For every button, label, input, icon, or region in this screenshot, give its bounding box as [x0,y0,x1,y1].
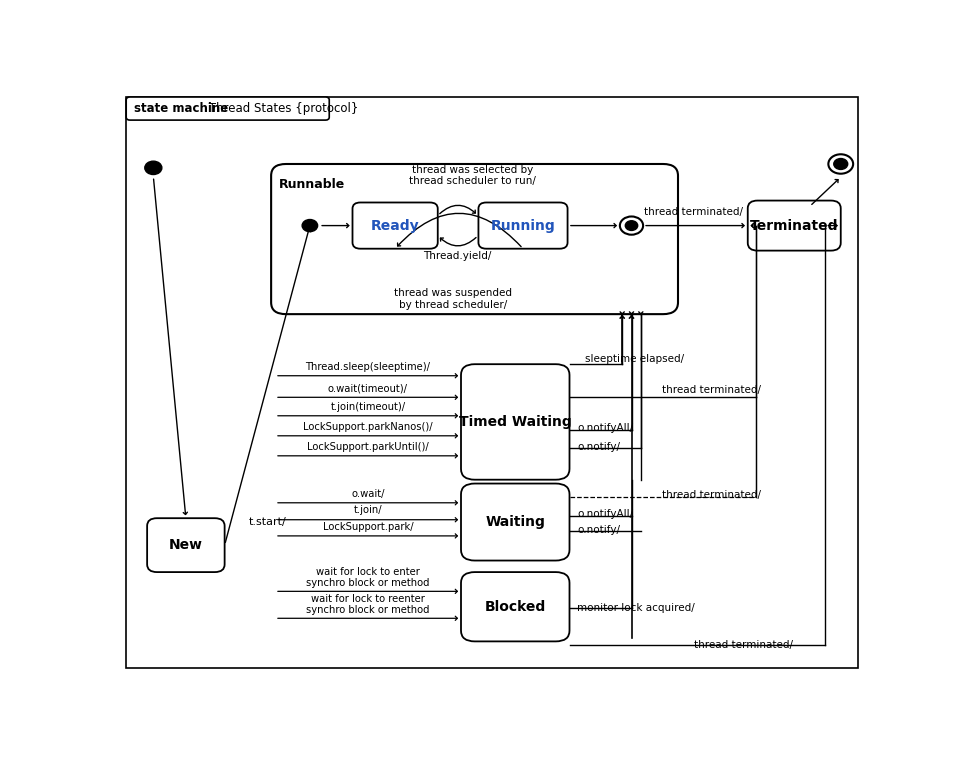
Text: Thread.yield/: Thread.yield/ [423,251,492,261]
Text: o.notifyAll/: o.notifyAll/ [577,423,634,433]
Text: Blocked: Blocked [485,600,546,614]
Text: LockSupport.parkUntil()/: LockSupport.parkUntil()/ [307,441,429,452]
Text: Runnable: Runnable [278,178,346,191]
Text: Ready: Ready [371,219,420,232]
Text: t.start/: t.start/ [249,517,286,527]
Text: o.wait/: o.wait/ [351,488,385,499]
FancyBboxPatch shape [461,364,569,480]
Circle shape [302,220,318,232]
Text: wait for lock to enter
synchro block or method: wait for lock to enter synchro block or … [306,567,430,588]
Text: LockSupport.parkNanos()/: LockSupport.parkNanos()/ [303,422,433,431]
Text: thread terminated/: thread terminated/ [644,207,743,217]
Text: t.join(timeout)/: t.join(timeout)/ [330,401,405,412]
FancyBboxPatch shape [352,202,438,249]
Text: o.notify/: o.notify/ [577,441,620,452]
Text: t.join/: t.join/ [353,506,382,516]
Circle shape [834,158,848,170]
FancyBboxPatch shape [271,164,678,314]
Text: LockSupport.park/: LockSupport.park/ [323,522,414,531]
Circle shape [145,161,162,175]
Text: monitor lock acquired/: monitor lock acquired/ [577,603,695,613]
Text: sleeptime elapsed/: sleeptime elapsed/ [585,354,684,364]
Text: thread terminated/: thread terminated/ [662,490,761,500]
Text: o.wait(timeout)/: o.wait(timeout)/ [328,383,408,393]
Text: wait for lock to reenter
synchro block or method: wait for lock to reenter synchro block o… [306,593,430,615]
Text: Terminated: Terminated [750,219,838,232]
FancyBboxPatch shape [461,572,569,641]
FancyBboxPatch shape [478,202,567,249]
Text: o.notify/: o.notify/ [577,525,620,534]
Text: thread was suspended
by thread scheduler/: thread was suspended by thread scheduler… [395,288,513,310]
Text: thread terminated/: thread terminated/ [662,385,761,394]
Text: o.notifyAll/: o.notifyAll/ [577,509,634,519]
FancyBboxPatch shape [748,201,841,251]
FancyBboxPatch shape [461,484,569,560]
Text: Running: Running [491,219,556,232]
FancyBboxPatch shape [147,519,225,572]
Text: thread terminated/: thread terminated/ [693,640,793,650]
Text: thread was selected by
thread scheduler to run/: thread was selected by thread scheduler … [409,165,536,186]
Circle shape [625,221,637,230]
Text: Timed Waiting: Timed Waiting [459,415,571,429]
Circle shape [620,217,643,235]
Text: Waiting: Waiting [486,515,545,529]
Text: Thread States {protocol}: Thread States {protocol} [205,102,359,115]
FancyBboxPatch shape [126,97,329,120]
Text: state machine: state machine [134,102,228,115]
Text: New: New [169,538,203,552]
Text: Thread.sleep(sleeptime)/: Thread.sleep(sleeptime)/ [305,362,430,372]
Circle shape [828,154,853,173]
